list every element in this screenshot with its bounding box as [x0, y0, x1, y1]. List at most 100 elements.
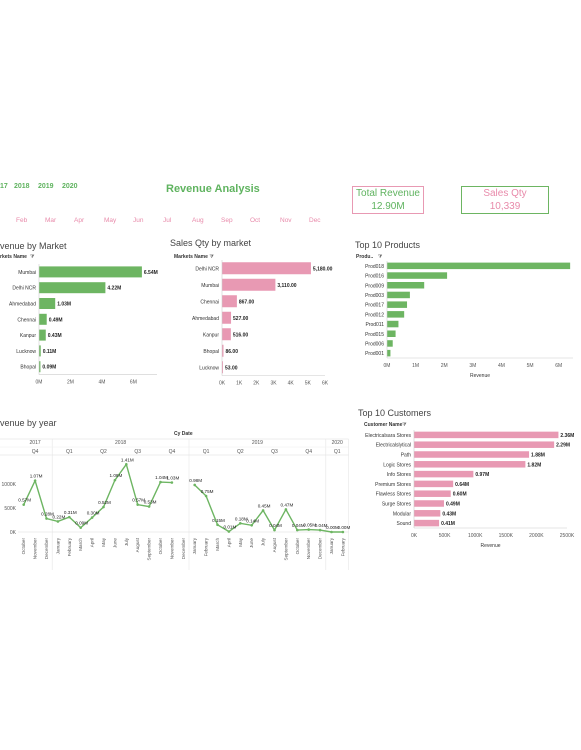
x-tick-label: 2500K — [560, 533, 575, 539]
bar-path — [414, 451, 530, 458]
point-13 — [170, 481, 174, 484]
category-label: Chennai — [17, 317, 36, 323]
category-label: Prod003 — [365, 293, 384, 299]
data-label: 0.30M — [87, 511, 100, 516]
data-label: 1.82M — [527, 462, 541, 468]
data-label: 0.05M — [303, 523, 316, 528]
data-label: 6.54M — [144, 270, 158, 276]
x-tick-label: February — [67, 537, 72, 556]
month-filter-apr[interactable]: Apr — [74, 217, 85, 224]
year-filter-2018[interactable]: 2018 — [14, 183, 30, 190]
point-26 — [318, 528, 322, 532]
sales-qty-label: Sales Qty — [483, 188, 527, 199]
quarter-label: Q2 — [237, 449, 244, 455]
quarter-label: Q3 — [134, 449, 141, 455]
x-tick-label: 0M — [384, 363, 391, 369]
x-tick-label: 0K — [219, 381, 226, 387]
month-filter-jun[interactable]: Jun — [133, 217, 144, 224]
data-label: 0.04M — [315, 523, 328, 528]
month-filter-nov[interactable]: Nov — [280, 217, 292, 224]
top-products-chart: Produ.. ⧩ Prod018 Prod016 Prod009 Prod003 Prod… — [356, 254, 573, 379]
bar-chennai — [222, 295, 237, 308]
data-label: 0.45M — [258, 503, 271, 508]
year-filter-2017[interactable]: 17 — [0, 183, 8, 190]
category-label: Modular — [393, 511, 411, 517]
data-label: 86.00 — [225, 349, 238, 355]
point-7 — [102, 505, 105, 509]
bar-surge-stores — [414, 500, 444, 507]
point-18 — [227, 530, 231, 533]
category-label: Electricalsara Stores — [365, 433, 411, 439]
category-label: Bhopal — [203, 349, 219, 355]
month-filter-dec[interactable]: Dec — [309, 217, 321, 224]
bar-lucknow — [222, 361, 223, 374]
year-label: 2018 — [115, 440, 126, 446]
data-label: 2.29M — [556, 443, 570, 449]
data-label: 1.41M — [121, 457, 134, 462]
data-label: 0.97M — [475, 472, 489, 478]
bar-electricalslytical — [414, 441, 555, 448]
point-23 — [284, 508, 288, 511]
data-label: 0.98M — [189, 478, 202, 483]
month-filter-oct[interactable]: Oct — [250, 217, 261, 224]
data-label: 0.47M — [281, 502, 294, 507]
revenue-line — [23, 462, 172, 529]
y-tick-label: 1000K — [2, 482, 17, 488]
point-4 — [68, 515, 71, 519]
x-tick-label: December — [181, 538, 186, 560]
point-2 — [45, 517, 48, 520]
month-filter-jul[interactable]: Jul — [163, 217, 172, 224]
year-filter-2020[interactable]: 2020 — [62, 183, 78, 190]
data-label: 0.75M — [201, 489, 214, 494]
bar-premium-stores — [414, 480, 454, 488]
point-6 — [90, 516, 94, 519]
category-label: Prod011 — [365, 322, 384, 328]
x-tick-label: March — [215, 538, 220, 551]
point-10 — [136, 503, 139, 506]
category-label: Prod009 — [365, 283, 384, 289]
data-label: 0.64M — [455, 482, 469, 488]
bar-prod016 — [387, 272, 448, 279]
x-tick-label: June — [249, 538, 254, 548]
month-filter-may[interactable]: May — [104, 217, 117, 224]
quarter-label: Q3 — [271, 449, 278, 455]
bar-mumbai — [222, 278, 276, 291]
category-label: Prod015 — [365, 332, 384, 338]
category-label: Premium Stores — [375, 482, 411, 488]
total-revenue-value: 12.90M — [371, 201, 405, 212]
cy-date-header: Cy Date — [174, 431, 193, 437]
year-label: 2017 — [30, 440, 41, 446]
x-tick-label: July — [124, 537, 129, 546]
filter-icon: ⧩ — [30, 254, 35, 260]
category-label: Prod016 — [365, 274, 384, 280]
data-label: 0.09M — [42, 365, 56, 371]
year-filter-2019[interactable]: 2019 — [38, 183, 54, 190]
bar-prod018 — [387, 262, 571, 270]
data-label: 1.08M — [110, 473, 123, 478]
category-label: Mumbai — [201, 283, 219, 289]
month-filter-feb[interactable]: Feb — [16, 217, 28, 224]
data-label: 0.49M — [446, 502, 460, 508]
category-label: Prod012 — [365, 312, 384, 318]
data-label: 1.88M — [531, 453, 545, 459]
point-24 — [296, 528, 299, 532]
field-label: Produ.. — [356, 254, 374, 260]
point-9 — [125, 463, 128, 466]
month-filter-sep[interactable]: Sep — [221, 217, 233, 224]
month-filter-mar[interactable]: Mar — [45, 217, 57, 224]
category-label: Electricalslytical — [376, 443, 411, 449]
category-label: Prod017 — [365, 303, 384, 309]
x-tick-label: 4K — [288, 381, 295, 387]
data-label: 0.53M — [144, 500, 157, 505]
bar-electricalsara-stores — [414, 431, 559, 439]
bar-bhopal — [222, 344, 224, 357]
quarter-label: Q4 — [305, 449, 312, 455]
filter-icon: ⧩ — [209, 254, 214, 260]
category-label: Logic Stores — [383, 462, 411, 468]
data-label: 0.09M — [75, 521, 88, 526]
data-label: 0.04M — [269, 523, 282, 528]
month-filter-aug[interactable]: Aug — [192, 217, 204, 224]
top-customers-title: Top 10 Customers — [358, 408, 432, 418]
x-tick-label: September — [147, 538, 152, 561]
x-tick-label: January — [192, 537, 197, 554]
